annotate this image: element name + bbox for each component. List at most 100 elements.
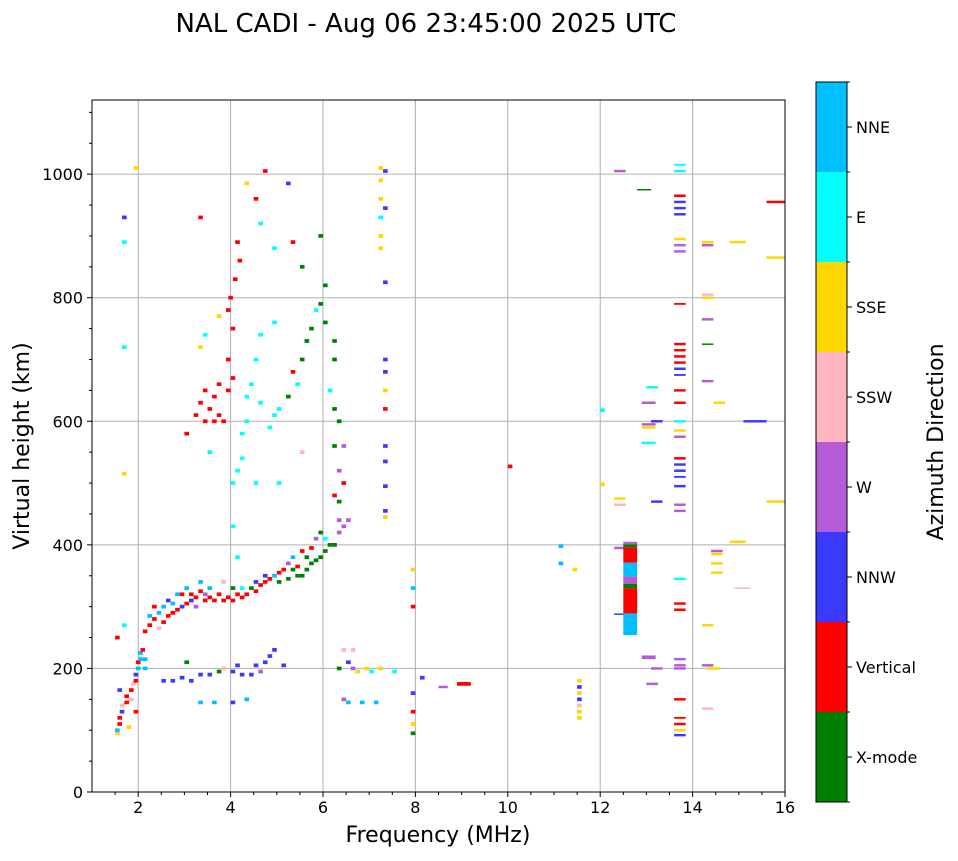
- echo-point-x-mode: [286, 576, 291, 581]
- echo-point-vertical: [281, 567, 287, 572]
- echo-point-ssw: [131, 682, 136, 686]
- echo-point-nnw: [674, 200, 686, 204]
- echo-point-vertical: [230, 326, 236, 331]
- echo-point-e: [253, 357, 259, 362]
- echo-point-vertical: [152, 617, 157, 621]
- echo-point-sse: [383, 515, 388, 519]
- echo-point-e: [323, 536, 328, 541]
- echo-point-x-mode: [332, 407, 337, 411]
- echo-point-w: [193, 604, 199, 609]
- echo-point-x-mode: [701, 343, 714, 345]
- echo-point-sse: [577, 709, 582, 714]
- echo-point-x-mode: [637, 188, 652, 191]
- echo-point-nnw: [122, 215, 127, 220]
- echo-point-w: [674, 503, 686, 506]
- echo-point-nnw: [674, 469, 686, 472]
- echo-point-x-mode: [230, 586, 236, 590]
- echo-point-vertical: [193, 595, 199, 600]
- echo-point-nnw: [743, 420, 767, 423]
- echo-point-sse: [115, 731, 120, 736]
- echo-point-w: [674, 243, 686, 247]
- echo-point-x-mode: [332, 357, 337, 362]
- echo-point-nne: [147, 614, 153, 618]
- echo-point-nne: [359, 700, 365, 705]
- echo-point-vertical: [674, 457, 686, 460]
- echo-point-vertical: [175, 607, 180, 612]
- echo-point-e: [674, 163, 686, 166]
- echo-point-nnw: [674, 475, 686, 478]
- echo-point-vertical: [230, 598, 236, 603]
- echo-point-nnw: [674, 367, 686, 371]
- echo-point-vertical: [133, 709, 139, 714]
- colorbar-label: Azimuth Direction: [924, 343, 949, 540]
- echo-point-nnw: [674, 484, 686, 488]
- echo-point-vertical: [232, 277, 238, 282]
- colorbar-tick-label: SSE: [856, 298, 886, 317]
- echo-point-w: [701, 664, 714, 667]
- colorbar: X-mode Vertical NNW W SSW SSE E NNE: [815, 81, 917, 803]
- echo-point-nnw: [207, 672, 213, 677]
- echo-point-e: [207, 450, 213, 455]
- echo-point-x-mode: [299, 573, 305, 578]
- colorbar-tick-label: NNE: [856, 118, 890, 137]
- echo-point-w: [336, 518, 342, 522]
- echo-point-nne: [410, 586, 416, 590]
- echo-point-sse: [701, 296, 714, 299]
- x-tick-label: 14: [682, 798, 702, 817]
- x-tick-label: 16: [775, 798, 795, 817]
- echo-point-vertical: [674, 602, 686, 605]
- echo-point-e: [258, 332, 263, 337]
- echo-point-sse: [674, 429, 686, 432]
- echo-point-x-mode: [336, 499, 342, 504]
- echo-point-vertical: [228, 295, 233, 300]
- echo-point-vertical: [189, 592, 194, 597]
- colorbar-tick-label: NNW: [856, 568, 896, 587]
- echo-point-sse: [641, 426, 656, 429]
- echo-point-nnw: [249, 672, 254, 677]
- echo-point-x-mode: [295, 573, 300, 578]
- y-tick-label: 0: [73, 783, 83, 802]
- echo-point-vertical: [299, 549, 305, 553]
- echo-point-vertical: [142, 629, 148, 634]
- axis-ticks: 2 4 6 8 10 12 14 16 0 200 400 600 800 1000: [42, 111, 795, 817]
- echo-point-e: [122, 240, 127, 244]
- echo-point-w: [701, 318, 714, 321]
- echo-point-nne: [138, 657, 143, 662]
- echo-point-e: [641, 441, 656, 445]
- echo-point-vertical: [674, 698, 686, 701]
- echo-point-sse: [701, 623, 714, 627]
- echo-point-vertical: [207, 407, 213, 411]
- echo-point-nne: [198, 580, 203, 584]
- echo-point-vertical: [332, 493, 337, 498]
- echo-point-x-mode: [318, 530, 323, 535]
- echo-point-nne: [346, 700, 351, 705]
- echo-point-nnw: [383, 370, 388, 374]
- echo-point-w: [674, 667, 686, 670]
- echo-point-vertical: [267, 576, 273, 581]
- echo-point-vertical: [674, 716, 686, 719]
- echo-point-sse: [244, 181, 250, 186]
- echo-point-sse: [378, 166, 384, 170]
- echo-point-ssw: [299, 450, 305, 455]
- y-tick-label: 400: [52, 536, 83, 555]
- echo-point-vertical: [152, 604, 157, 609]
- echo-point-x-mode: [323, 320, 328, 325]
- echo-point-x-mode: [184, 660, 190, 665]
- y-tick-label: 1000: [42, 165, 83, 184]
- echo-point-vertical: [341, 481, 347, 485]
- echo-point-x-mode: [323, 283, 328, 288]
- echo-point-nnw: [198, 672, 203, 677]
- echo-point-nnw: [230, 700, 236, 705]
- echo-point-vertical: [290, 370, 296, 374]
- echo-point-sse: [711, 552, 723, 556]
- echo-point-nne: [138, 651, 143, 655]
- echo-point-w: [341, 444, 347, 448]
- echo-point-e: [674, 577, 686, 581]
- echo-point-vertical: [235, 592, 240, 597]
- echo-point-vertical: [216, 592, 222, 597]
- echo-point-e: [253, 481, 259, 485]
- echo-point-vertical: [674, 401, 686, 404]
- echo-point-nnw: [235, 663, 240, 668]
- echo-point-nne: [198, 700, 203, 705]
